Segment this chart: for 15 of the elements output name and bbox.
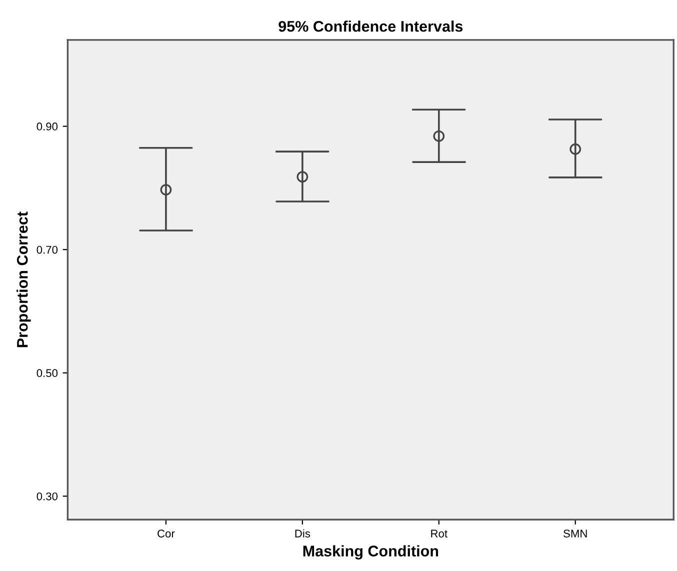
x-tick-label: SMN	[564, 530, 587, 538]
y-tick-label: 0.30	[36, 492, 58, 500]
point	[570, 143, 582, 155]
y-tick-label: 0.90	[36, 122, 58, 130]
y-axis-title: Proportion Correct	[16, 212, 31, 348]
point	[296, 171, 308, 183]
x-tick-label: Cor	[158, 530, 175, 538]
y-tick-label: 0.70	[36, 246, 58, 254]
chart-title: 95% Confidence Intervals	[278, 20, 463, 32]
x-tick-label: Dis	[295, 529, 310, 538]
x-tick-label: Rot	[431, 530, 448, 538]
point	[433, 130, 445, 142]
x-axis-title: Masking Condition	[303, 545, 438, 560]
point	[160, 184, 172, 196]
y-tick-label: 0.50	[36, 369, 58, 378]
